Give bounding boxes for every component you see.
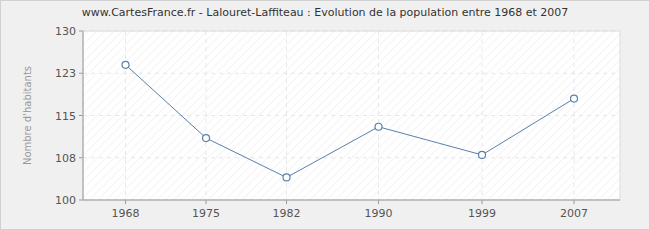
x-tick [378, 200, 379, 204]
y-grid-line [83, 200, 620, 201]
x-tick-label: 1999 [468, 207, 496, 220]
x-tick [206, 200, 207, 204]
point-marker [375, 123, 382, 130]
plot-area [83, 31, 620, 200]
point-marker [479, 151, 486, 158]
x-grid-line [206, 31, 207, 200]
y-tick-label: 123 [55, 67, 76, 80]
x-grid-line [482, 31, 483, 200]
plot-hatch [83, 31, 620, 200]
y-tick [79, 31, 83, 32]
series-line [126, 65, 574, 178]
y-grid-line [83, 157, 620, 158]
x-axis-line [83, 200, 620, 201]
y-tick [79, 115, 83, 116]
x-tick [286, 200, 287, 204]
y-grid-line [83, 115, 620, 116]
y-tick [79, 73, 83, 74]
background [1, 1, 650, 230]
y-axis-line [83, 31, 84, 200]
x-tick-label: 1968 [112, 207, 140, 220]
x-tick [574, 200, 575, 204]
x-tick-label: 1982 [273, 207, 301, 220]
point-marker [283, 174, 290, 181]
title: www.CartesFrance.fr - Lalouret-Laffiteau… [82, 6, 569, 19]
plot-frame [83, 31, 620, 200]
chart-root: www.CartesFrance.fr - Lalouret-Laffiteau… [0, 0, 650, 230]
y-tick-label: 108 [55, 152, 76, 165]
y-grid-line [83, 73, 620, 74]
y-tick-label: 115 [55, 110, 76, 123]
point-marker [122, 61, 129, 68]
x-grid-line [574, 31, 575, 200]
y-tick [79, 157, 83, 158]
y-tick [79, 200, 83, 201]
x-tick [482, 200, 483, 204]
x-tick [125, 200, 126, 204]
y-tick-label: 130 [55, 25, 76, 38]
series-group [122, 61, 577, 181]
x-tick-label: 2007 [560, 207, 588, 220]
y-tick-label: 100 [55, 194, 76, 207]
x-tick-label: 1975 [192, 207, 220, 220]
point-marker [203, 135, 210, 142]
x-grid-line [125, 31, 126, 200]
chart: www.CartesFrance.fr - Lalouret-Laffiteau… [0, 0, 650, 230]
x-tick-label: 1990 [365, 207, 393, 220]
x-grid-line [378, 31, 379, 200]
point-marker [571, 95, 578, 102]
y-axis-label: Nombre d'habitants [22, 66, 33, 165]
